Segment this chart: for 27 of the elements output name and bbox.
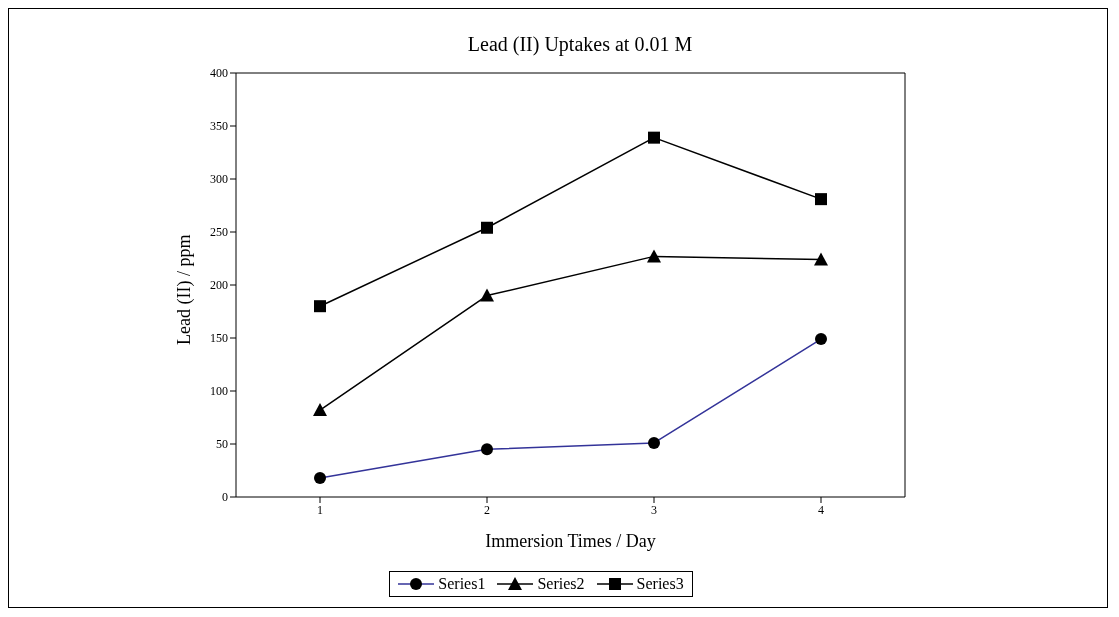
y-axis-title: Lead (II) / ppm [174, 234, 196, 345]
y-tick-label: 250 [210, 225, 228, 240]
point [647, 249, 661, 263]
x-tick-label: 1 [317, 502, 323, 517]
point [648, 131, 660, 144]
legend-label: Series1 [437, 575, 486, 593]
y-tick-label: 150 [210, 331, 228, 346]
y-tick-label: 300 [210, 172, 228, 187]
x-tick-label: 2 [484, 502, 490, 517]
x-axis-title: Immersion Times / Day [485, 531, 656, 551]
y-tick-label: 100 [210, 384, 228, 399]
point [313, 403, 327, 417]
x-tick-label: 4 [818, 502, 824, 517]
chart-title: Lead (II) Uptakes at 0.01 M [466, 33, 694, 56]
point [814, 252, 828, 266]
y-tick-label: 50 [216, 437, 228, 452]
y-tick-label: 350 [210, 119, 228, 134]
point [314, 300, 326, 313]
point [481, 221, 493, 234]
y-tick-label: 200 [210, 278, 228, 293]
legend-label: Series2 [536, 575, 585, 593]
point [815, 193, 827, 206]
y-tick-label: 400 [210, 66, 228, 81]
y-tick-label: 0 [222, 490, 228, 505]
point [480, 288, 494, 302]
x-tick-label: 3 [651, 502, 657, 517]
legend-label: Series3 [635, 575, 684, 593]
